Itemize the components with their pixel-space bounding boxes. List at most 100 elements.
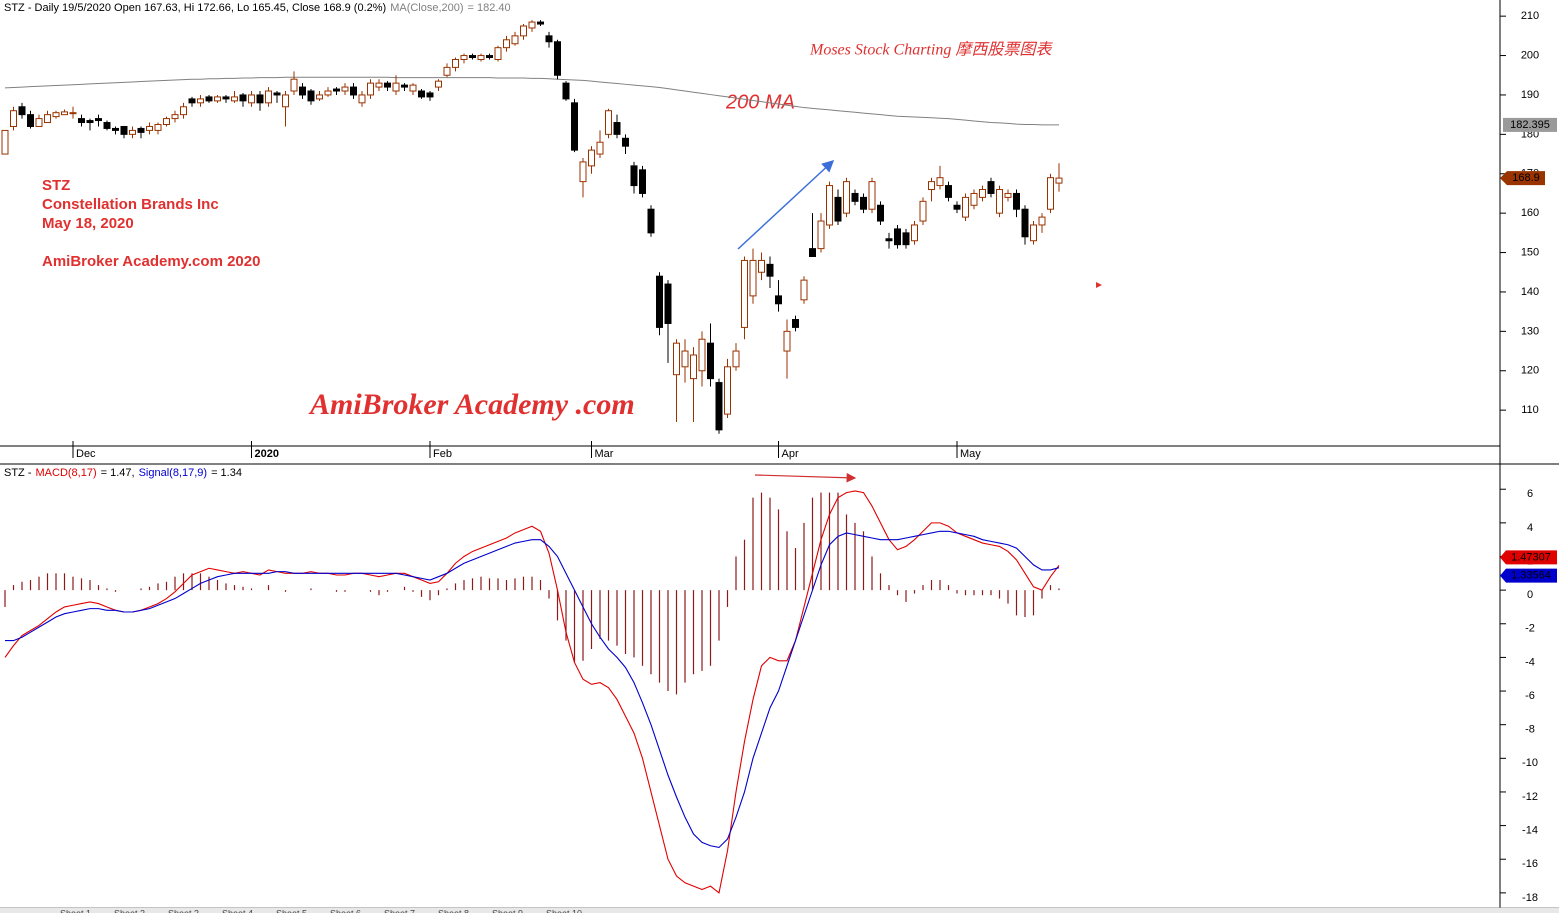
- sheet-tab: Sheet 7: [384, 908, 415, 913]
- candle-body: [902, 232, 910, 246]
- candle-body: [877, 204, 884, 222]
- candle-body: [741, 259, 748, 328]
- candle-body: [469, 55, 476, 59]
- y-tick-label: -12: [1522, 791, 1538, 803]
- sheet-tab: Sheet 10: [546, 908, 582, 913]
- candle-body: [18, 106, 26, 116]
- sheet-tab: Sheet 6: [330, 908, 361, 913]
- candle-body: [690, 354, 697, 380]
- candle-body: [341, 86, 349, 92]
- y-tick-label: 150: [1521, 246, 1539, 258]
- candle-body: [443, 66, 451, 76]
- candle-body: [1055, 177, 1063, 184]
- y-tick-label: -6: [1525, 690, 1535, 702]
- candle-body: [826, 185, 833, 226]
- trend-arrow: [754, 472, 857, 483]
- candle-body: [851, 192, 859, 202]
- candle-body: [61, 111, 68, 116]
- x-tick-label: May: [960, 448, 981, 460]
- candle-body: [129, 129, 136, 135]
- signal-value: = 1.34: [211, 467, 242, 479]
- candle-body: [622, 137, 629, 147]
- y-tick-label: 6: [1527, 488, 1533, 500]
- candle-body: [588, 149, 595, 167]
- value-badge: [1500, 550, 1557, 565]
- candle-body: [545, 35, 553, 43]
- candle-body: [698, 338, 706, 372]
- candle-body: [452, 58, 459, 68]
- candle-body: [44, 114, 51, 124]
- candle-body: [681, 350, 689, 368]
- candle-body: [409, 84, 417, 92]
- candle-body: [792, 319, 799, 328]
- y-tick-label: -18: [1522, 892, 1538, 904]
- candle-body: [630, 165, 638, 187]
- annotation: Moses Stock Charting 摩西股票图表: [809, 41, 1053, 59]
- candle-body: [52, 112, 60, 118]
- candle-body: [27, 114, 34, 127]
- candle-body: [239, 94, 247, 102]
- candle-body: [911, 224, 918, 242]
- y-tick-label: 4: [1527, 522, 1533, 534]
- candle-body: [979, 189, 986, 198]
- candle-body: [945, 185, 952, 198]
- candle-body: [775, 295, 782, 305]
- y-tick-label: 190: [1521, 89, 1539, 101]
- ma-line: [4, 76, 1060, 126]
- candle-body: [953, 204, 961, 210]
- x-tick-label: Dec: [76, 448, 96, 460]
- signal-name: Signal(8,17,9): [139, 467, 208, 479]
- candle-body: [103, 122, 111, 129]
- candle-body: [511, 35, 519, 45]
- candle-body: [1021, 208, 1029, 238]
- sheet-tab: Sheet 9: [492, 908, 523, 913]
- candle-body: [392, 82, 400, 92]
- candle-body: [163, 118, 170, 126]
- annotation: May 18, 2020: [42, 215, 134, 232]
- candle-body: [707, 342, 714, 380]
- candle-body: [1047, 177, 1054, 210]
- candle-body: [494, 47, 502, 60]
- candle-body: [375, 82, 383, 88]
- y-tick-label: 140: [1521, 286, 1539, 298]
- candle-body: [800, 279, 808, 301]
- candle-body: [970, 192, 978, 206]
- annotation: Constellation Brands Inc: [42, 196, 219, 213]
- candle-body: [231, 96, 238, 102]
- y-tick-label: -4: [1525, 656, 1535, 668]
- candle-body: [996, 189, 1003, 214]
- candle-body: [316, 94, 323, 100]
- candle-body: [647, 208, 655, 234]
- macd-name: MACD(8,17): [36, 467, 97, 479]
- candle-body: [477, 55, 485, 60]
- candle-body: [120, 125, 128, 135]
- candle-body: [962, 196, 969, 218]
- candle-body: [324, 90, 332, 96]
- sheet-tab: Sheet 3: [168, 908, 199, 913]
- candle-body: [528, 21, 536, 29]
- sheet-tab: Sheet 4: [222, 908, 253, 913]
- candle-body: [724, 366, 731, 415]
- candle-body: [384, 82, 391, 88]
- candle-body: [197, 98, 204, 104]
- candle-body: [401, 84, 408, 88]
- series-line: [4, 490, 1060, 894]
- candle-body: [282, 94, 289, 108]
- candle-body: [95, 118, 102, 122]
- candle-body: [885, 238, 893, 242]
- series-line: [5, 530, 1060, 849]
- y-tick-label: 110: [1521, 404, 1539, 416]
- candle-body: [154, 124, 162, 131]
- value-badge: [1500, 171, 1545, 186]
- candle-body: [664, 283, 672, 324]
- candle-body: [596, 141, 604, 155]
- value-badge-label: 1.47307: [1511, 551, 1551, 563]
- candle-body: [1030, 224, 1037, 242]
- candle-body: [350, 86, 357, 96]
- annotation: AmiBroker Academy.com 2020: [42, 253, 260, 270]
- candle-body: [137, 127, 145, 133]
- candle-body: [809, 248, 816, 257]
- candle-body: [656, 275, 663, 328]
- candle-body: [265, 90, 272, 104]
- candle-body: [868, 181, 876, 210]
